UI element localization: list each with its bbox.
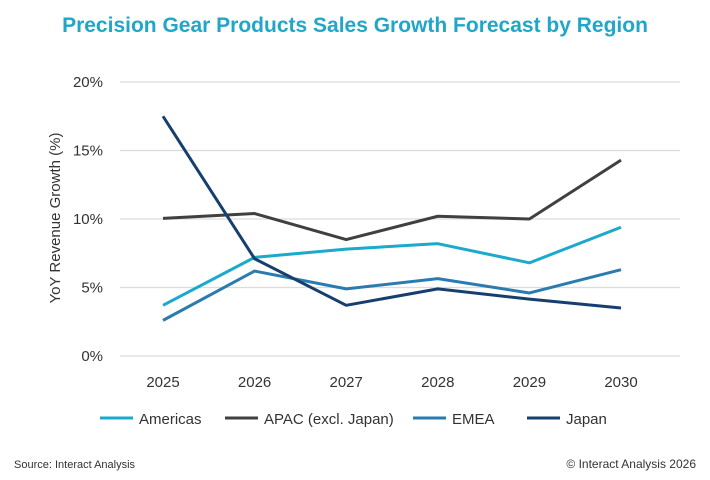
x-tick-label: 2025 xyxy=(146,374,179,391)
x-tick-label: 2030 xyxy=(604,374,637,391)
series-line-emea xyxy=(162,268,622,322)
y-tick-label: 15% xyxy=(73,143,103,160)
legend-label: Japan xyxy=(566,411,607,428)
x-tick-label: 2027 xyxy=(330,374,363,391)
y-tick-label: 20% xyxy=(73,74,103,91)
legend-label: Americas xyxy=(139,411,202,428)
source-note: Source: Interact Analysis xyxy=(14,459,136,471)
x-tick-label: 2028 xyxy=(421,374,454,391)
series-line-americas xyxy=(162,225,622,307)
legend-label: EMEA xyxy=(452,411,495,428)
chart-title: Precision Gear Products Sales Growth For… xyxy=(62,14,648,37)
y-axis-label: YoY Revenue Growth (%) xyxy=(47,133,64,304)
x-tick-label: 2029 xyxy=(513,374,546,391)
copyright-note: © Interact Analysis 2026 xyxy=(566,457,696,471)
y-tick-label: 0% xyxy=(81,348,103,365)
x-tick-label: 2026 xyxy=(238,374,271,391)
series-line-japan xyxy=(161,115,622,310)
series-line-apac-excl-japan- xyxy=(162,158,622,242)
y-tick-label: 10% xyxy=(73,211,103,228)
y-tick-label: 5% xyxy=(81,280,103,297)
legend-label: APAC (excl. Japan) xyxy=(264,411,394,428)
